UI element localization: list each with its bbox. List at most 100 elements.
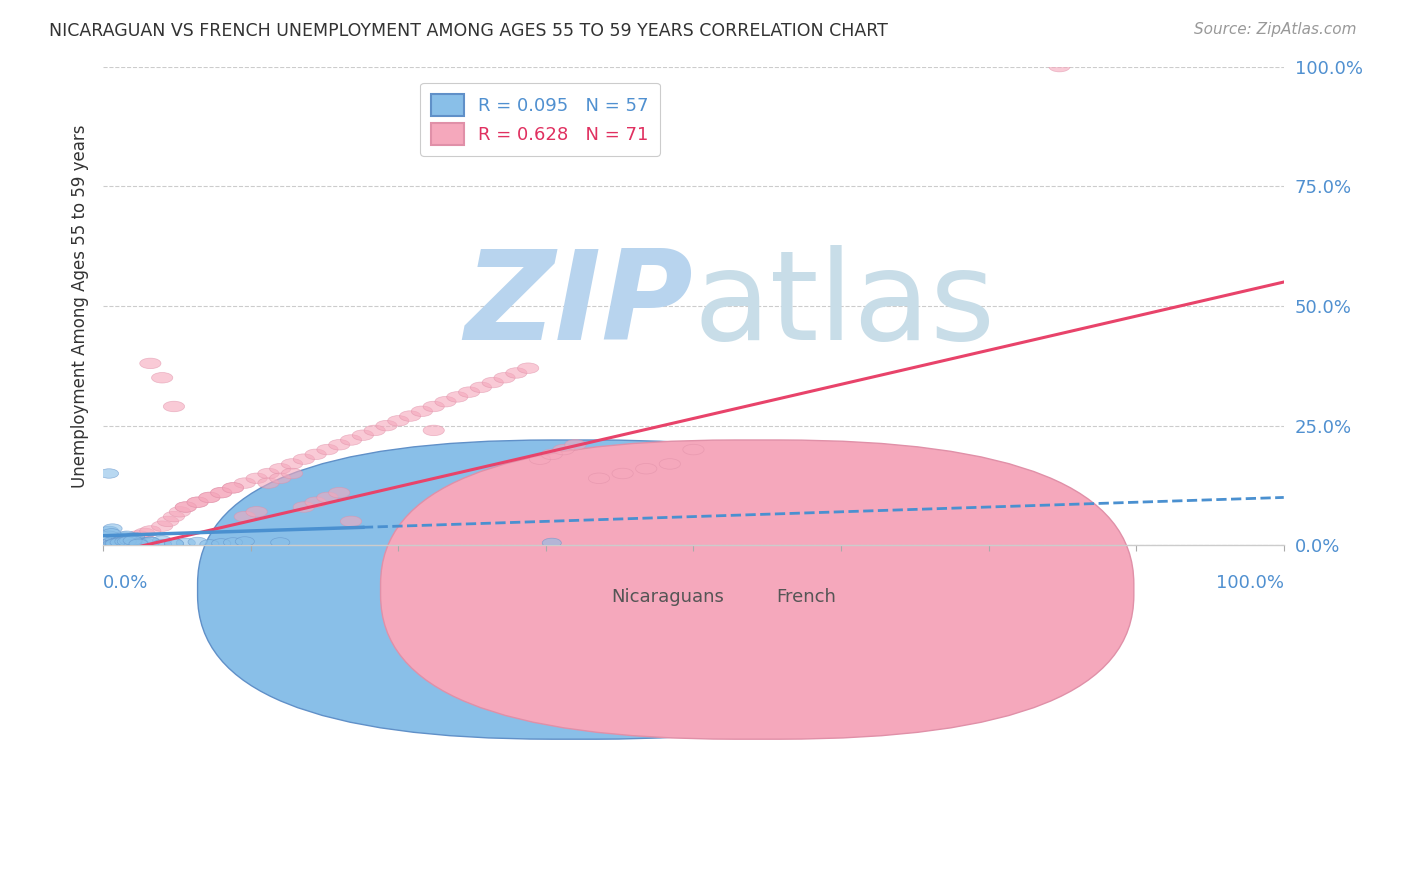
Ellipse shape xyxy=(270,473,291,483)
Ellipse shape xyxy=(529,454,551,465)
Ellipse shape xyxy=(110,538,129,547)
Ellipse shape xyxy=(139,525,160,536)
Ellipse shape xyxy=(124,536,142,545)
Text: Nicaraguans: Nicaraguans xyxy=(610,589,724,607)
Ellipse shape xyxy=(134,528,155,539)
Ellipse shape xyxy=(117,535,138,546)
Ellipse shape xyxy=(200,540,219,549)
Ellipse shape xyxy=(112,536,132,546)
Ellipse shape xyxy=(257,478,278,488)
Ellipse shape xyxy=(340,434,361,445)
Ellipse shape xyxy=(471,382,492,392)
Ellipse shape xyxy=(399,411,420,421)
Ellipse shape xyxy=(104,540,124,549)
Ellipse shape xyxy=(340,516,361,526)
Ellipse shape xyxy=(110,536,132,547)
Ellipse shape xyxy=(588,473,610,483)
Ellipse shape xyxy=(111,533,131,543)
Ellipse shape xyxy=(222,483,243,493)
Ellipse shape xyxy=(115,532,134,541)
Ellipse shape xyxy=(117,537,136,546)
Ellipse shape xyxy=(423,401,444,412)
Ellipse shape xyxy=(235,537,254,546)
Ellipse shape xyxy=(163,511,184,522)
Ellipse shape xyxy=(105,539,125,549)
Ellipse shape xyxy=(212,539,231,549)
Ellipse shape xyxy=(129,538,148,548)
Ellipse shape xyxy=(211,487,232,498)
Ellipse shape xyxy=(458,387,479,398)
Ellipse shape xyxy=(271,538,290,547)
Ellipse shape xyxy=(281,458,302,469)
Ellipse shape xyxy=(423,425,444,435)
Ellipse shape xyxy=(543,538,561,548)
Ellipse shape xyxy=(305,497,326,508)
Ellipse shape xyxy=(98,539,120,549)
Ellipse shape xyxy=(129,539,148,549)
Ellipse shape xyxy=(517,363,538,374)
Ellipse shape xyxy=(107,539,125,549)
Ellipse shape xyxy=(127,536,146,545)
Ellipse shape xyxy=(235,478,256,488)
Ellipse shape xyxy=(124,539,142,549)
Ellipse shape xyxy=(494,373,515,383)
Ellipse shape xyxy=(128,531,149,541)
Ellipse shape xyxy=(412,406,433,417)
Ellipse shape xyxy=(100,538,118,548)
Ellipse shape xyxy=(117,531,136,541)
Ellipse shape xyxy=(482,377,503,388)
Text: NICARAGUAN VS FRENCH UNEMPLOYMENT AMONG AGES 55 TO 59 YEARS CORRELATION CHART: NICARAGUAN VS FRENCH UNEMPLOYMENT AMONG … xyxy=(49,22,889,40)
Ellipse shape xyxy=(124,539,143,549)
Text: French: French xyxy=(776,589,837,607)
Ellipse shape xyxy=(541,449,562,459)
Ellipse shape xyxy=(235,511,256,522)
Ellipse shape xyxy=(141,537,160,547)
Ellipse shape xyxy=(103,537,122,546)
Ellipse shape xyxy=(135,538,155,547)
Ellipse shape xyxy=(100,469,118,478)
Ellipse shape xyxy=(305,449,326,459)
Ellipse shape xyxy=(683,444,704,455)
Ellipse shape xyxy=(108,537,128,547)
Ellipse shape xyxy=(111,538,131,547)
Ellipse shape xyxy=(125,533,145,542)
Ellipse shape xyxy=(364,425,385,435)
Ellipse shape xyxy=(163,401,184,412)
Y-axis label: Unemployment Among Ages 55 to 59 years: Unemployment Among Ages 55 to 59 years xyxy=(72,124,89,488)
Ellipse shape xyxy=(141,537,160,546)
Ellipse shape xyxy=(122,533,141,543)
Ellipse shape xyxy=(120,538,139,548)
Ellipse shape xyxy=(375,420,396,431)
Ellipse shape xyxy=(447,392,468,402)
Ellipse shape xyxy=(169,507,190,517)
Ellipse shape xyxy=(117,535,135,545)
Ellipse shape xyxy=(176,501,197,512)
Ellipse shape xyxy=(118,534,138,544)
Ellipse shape xyxy=(165,539,184,549)
Ellipse shape xyxy=(105,536,125,545)
Ellipse shape xyxy=(198,492,219,503)
Ellipse shape xyxy=(165,539,184,549)
Ellipse shape xyxy=(100,531,118,541)
Ellipse shape xyxy=(316,444,337,455)
Text: ZIP: ZIP xyxy=(465,245,693,367)
Ellipse shape xyxy=(506,368,527,378)
Ellipse shape xyxy=(222,483,243,493)
Ellipse shape xyxy=(152,373,173,383)
Ellipse shape xyxy=(246,473,267,483)
Ellipse shape xyxy=(388,416,409,426)
Ellipse shape xyxy=(127,538,146,548)
Ellipse shape xyxy=(329,440,350,450)
Ellipse shape xyxy=(612,468,633,479)
Ellipse shape xyxy=(103,540,122,549)
Ellipse shape xyxy=(294,454,315,465)
Ellipse shape xyxy=(257,468,278,479)
Ellipse shape xyxy=(553,444,574,455)
Text: 100.0%: 100.0% xyxy=(1216,574,1284,592)
Ellipse shape xyxy=(1049,62,1070,72)
Ellipse shape xyxy=(117,536,136,545)
Ellipse shape xyxy=(152,521,173,532)
Ellipse shape xyxy=(281,468,302,479)
Ellipse shape xyxy=(636,464,657,474)
Ellipse shape xyxy=(316,492,337,503)
